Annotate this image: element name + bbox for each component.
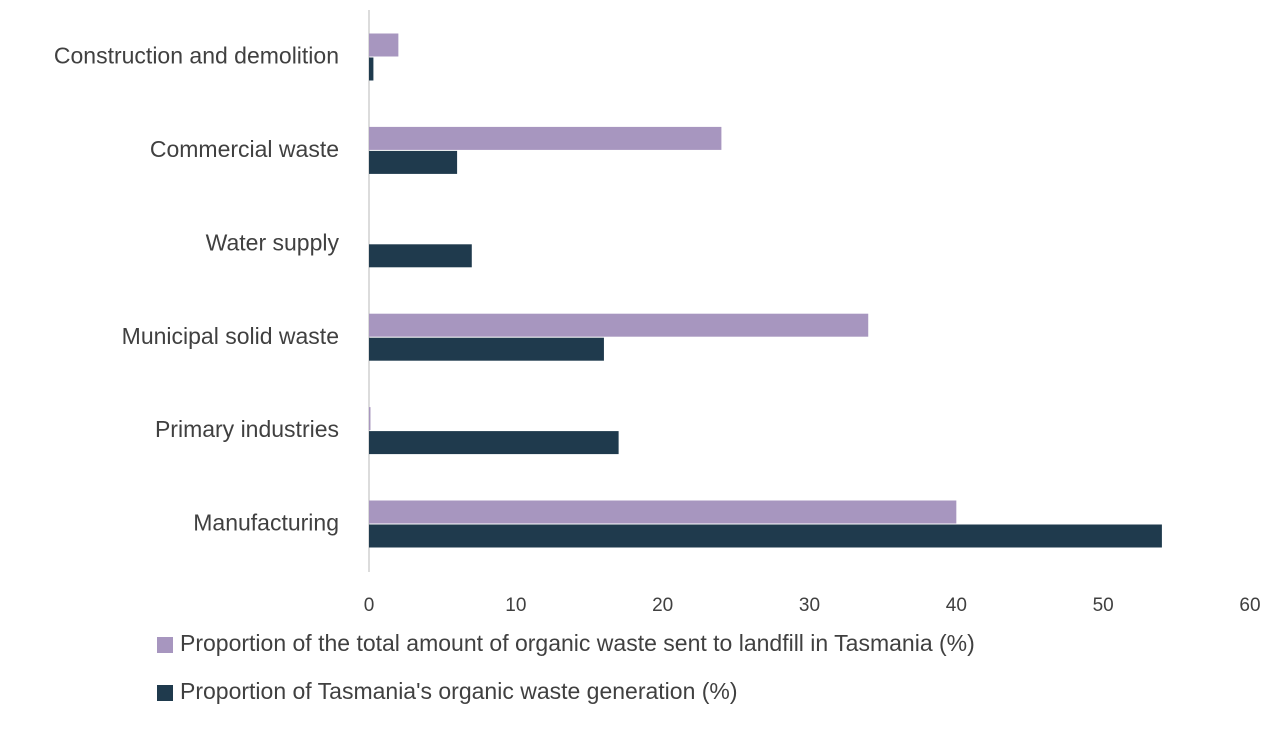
- x-tick-label: 50: [1093, 595, 1114, 616]
- category-label: Primary industries: [155, 416, 339, 442]
- legend-swatch: [157, 685, 173, 701]
- bar: [369, 150, 458, 174]
- x-tick-label: 60: [1239, 595, 1260, 616]
- x-tick-label: 20: [652, 595, 673, 616]
- bar: [369, 337, 604, 361]
- bar: [369, 431, 619, 455]
- category-label: Municipal solid waste: [122, 323, 339, 349]
- x-tick-label: 0: [364, 595, 375, 616]
- category-label: Construction and demolition: [54, 43, 339, 69]
- x-tick-label: 10: [505, 595, 526, 616]
- bar: [369, 57, 374, 81]
- x-tick-label: 40: [946, 595, 967, 616]
- bar: [369, 407, 371, 431]
- bar: [369, 313, 869, 337]
- bar: [369, 244, 472, 268]
- bar: [369, 500, 957, 524]
- bar: [369, 33, 399, 57]
- category-label: Commercial waste: [150, 136, 339, 162]
- bar: [369, 126, 722, 150]
- category-label: Manufacturing: [193, 510, 339, 536]
- legend-label: Proportion of Tasmania's organic waste g…: [180, 678, 738, 704]
- legend-label: Proportion of the total amount of organi…: [180, 630, 975, 656]
- legend-swatch: [157, 637, 173, 653]
- bar: [369, 524, 1162, 548]
- category-label: Water supply: [206, 229, 340, 255]
- x-tick-label: 30: [799, 595, 820, 616]
